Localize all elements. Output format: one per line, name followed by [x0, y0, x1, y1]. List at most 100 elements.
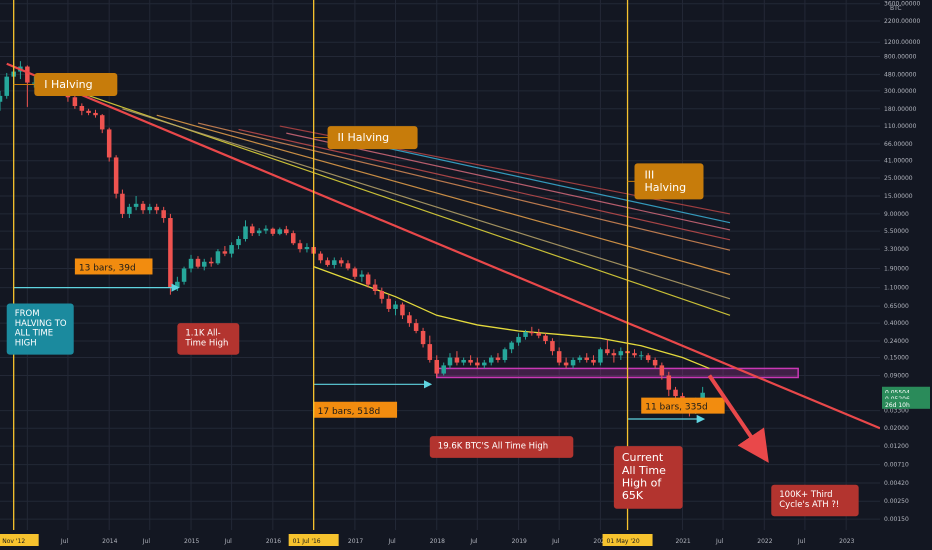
x-highlight-label: 01 Nov '12	[0, 538, 25, 545]
measure-label: 17 bars, 518d	[318, 407, 381, 417]
candle-body	[93, 112, 98, 116]
candle-body	[345, 263, 351, 269]
fan-line	[238, 128, 731, 241]
x-tick-label: 2019	[512, 538, 527, 545]
annotation-text: 100K+ Third Cycle's ATH ?!	[779, 490, 839, 510]
candle-body	[25, 66, 30, 83]
candle-body	[495, 357, 501, 360]
y-tick-label: 2200.00000	[884, 18, 920, 25]
candle-body	[584, 357, 590, 360]
candle-body	[509, 342, 514, 350]
support-band-layer	[435, 367, 799, 379]
candle-body	[618, 351, 624, 356]
y-tick-label: 15.00000	[884, 193, 913, 200]
candle-body	[447, 357, 453, 366]
y-tick-label: 0.09000	[884, 372, 909, 379]
annotation-box	[771, 484, 859, 517]
halving-label-box	[327, 126, 418, 150]
candle-body	[222, 251, 228, 254]
y-tick-label: 25.00000	[884, 175, 913, 182]
x-highlight-box	[288, 534, 339, 546]
candle-body	[673, 389, 678, 397]
candle-body	[113, 157, 119, 194]
candle-body	[556, 351, 562, 363]
y-tick-label: 9.00000	[884, 211, 909, 218]
candle-body	[434, 359, 440, 374]
halving-label-box	[34, 72, 118, 96]
y-tick-label: 110.00000	[884, 123, 917, 130]
y-tick-label: 3600.00000	[884, 1, 920, 8]
candle-body	[700, 392, 705, 400]
x-tick-label: Jul	[715, 538, 724, 545]
x-tick-label: 2015	[184, 538, 199, 545]
y-tick-label: 0.00420	[884, 480, 909, 487]
candle-body	[127, 206, 132, 214]
annotation-text: 19.6K BTC'S All Time High	[438, 442, 548, 452]
fan-line	[327, 134, 731, 224]
candle-body	[79, 105, 85, 111]
y-tick-label: 1.10000	[884, 285, 909, 292]
x-highlight-box	[0, 534, 39, 546]
annotation-box	[6, 303, 74, 355]
halving-label-box	[634, 163, 704, 200]
candle-body	[290, 233, 296, 244]
candle-body	[86, 110, 91, 113]
candle-body	[133, 203, 139, 207]
candle-body	[4, 76, 9, 96]
candle-body	[181, 268, 187, 282]
x-tick-label: Jul	[224, 538, 233, 545]
candle-body	[201, 261, 207, 267]
candle-body	[407, 315, 412, 324]
candle-body	[570, 359, 576, 366]
y-tick-label: 1200.00000	[884, 39, 920, 46]
candle-body	[270, 228, 276, 234]
y-tick-label: 180.00000	[884, 106, 917, 113]
candle-body	[106, 129, 112, 158]
y-tick-label: 0.02000	[884, 425, 909, 432]
x-highlight-label: 01 May '20	[607, 538, 640, 545]
x-tick-label: 2016	[266, 538, 281, 545]
halving-label: II Halving	[338, 131, 390, 144]
y-tick-label: 0.00150	[884, 516, 909, 523]
candle-body	[297, 243, 303, 250]
candle-body	[543, 335, 548, 342]
x-axis-bg	[0, 530, 932, 550]
y-tick-label: 0.00710	[884, 462, 909, 469]
candle-body	[195, 258, 201, 267]
candle-body	[441, 365, 446, 374]
price-label-box	[882, 398, 930, 409]
projection-arrow	[707, 374, 769, 463]
candle-body	[413, 323, 419, 331]
fan-line	[197, 122, 731, 251]
candle-body	[352, 268, 358, 277]
candle-body	[359, 274, 365, 277]
x-tick-label: 2022	[757, 538, 772, 545]
x-tick-label: Jul	[142, 538, 151, 545]
candle-body	[325, 260, 330, 265]
measure-label-box	[641, 397, 725, 414]
x-tick-label: 2020	[593, 538, 608, 545]
x-highlight-label: 01 Jul '16	[293, 538, 321, 545]
candle-body	[215, 251, 221, 264]
y-tick-label: 0.24000	[884, 338, 909, 345]
candle-body	[379, 290, 385, 299]
x-axis[interactable]: 2013Jul2014Jul2015Jul20162017Jul2018Jul2…	[0, 530, 932, 550]
candle-body	[605, 349, 610, 354]
y-tick-label: 0.65000	[884, 303, 909, 310]
fan-line	[286, 132, 731, 231]
candle-body	[516, 336, 521, 343]
x-tick-label: 2023	[839, 538, 854, 545]
y-tick-label: 0.00250	[884, 498, 909, 505]
candle-body	[263, 228, 269, 231]
candle-body	[591, 359, 596, 363]
y-tick-label: 0.03300	[884, 408, 909, 415]
candle-body	[659, 365, 665, 376]
candle-body	[140, 203, 146, 211]
x-tick-label: Jul	[797, 538, 806, 545]
x-tick-label: 2017	[348, 538, 363, 545]
annotation-text: 1.1K All-Time High	[184, 329, 228, 349]
candle-body	[393, 304, 398, 309]
candle-body	[482, 362, 487, 366]
